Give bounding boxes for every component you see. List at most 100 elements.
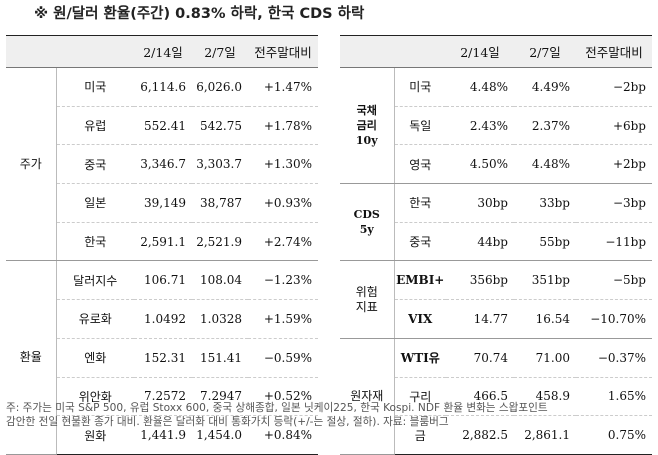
value-prev: 151.41 (192, 338, 248, 378)
value-prev: 33bp (514, 183, 576, 223)
row-label: 위안화 (56, 377, 134, 417)
table-row: 독일 2.43% 2.37% +6bp (340, 106, 652, 146)
group-label: 국채 금리 10y (340, 67, 395, 185)
page-title: ※ 원/달러 환율(주간) 0.83% 하락, 한국 CDS 하락 (34, 6, 365, 22)
table-row: 환율 달러지수 106.71 108.04 −1.23% (6, 260, 318, 455)
row-label: 독일 (394, 106, 446, 146)
value-chg: +1.47% (248, 67, 318, 107)
value-prev: 55bp (514, 222, 576, 262)
row-label: 한국 (56, 222, 134, 262)
table-row: 한국 2,591.1 2,521.9 +2.74% (6, 222, 318, 262)
value-prev: 3,303.7 (192, 144, 248, 185)
value-cur: 6,114.6 (134, 67, 192, 107)
row-label: 미국 (394, 67, 446, 107)
row-label: 유럽 (56, 106, 134, 146)
value-prev: 7.2947 (192, 377, 248, 417)
value-prev: 2,521.9 (192, 222, 248, 262)
group-label: 주가 (6, 67, 57, 262)
row-label: 중국 (56, 144, 134, 185)
value-cur: 152.31 (134, 338, 192, 378)
value-cur: 14.77 (446, 299, 514, 339)
group-label: CDS 5y (340, 183, 395, 262)
column-header: 전주말대비 (576, 35, 652, 68)
table-row: 구리 466.5 458.9 1.65% (340, 377, 652, 417)
table-row: 주가 미국 6,114.6 6,026.0 +1.47% (6, 67, 318, 262)
header-blank (394, 35, 446, 68)
header-blank (340, 35, 394, 68)
value-chg: −1.23% (248, 260, 318, 301)
row-label: 중국 (394, 222, 446, 262)
value-chg: +2.74% (248, 222, 318, 262)
value-cur: 4.48% (446, 67, 514, 107)
value-chg: −3bp (576, 183, 652, 223)
table-row: VIX 14.77 16.54 −10.70% (340, 299, 652, 339)
column-header: 2/7일 (514, 35, 576, 68)
right-table: 2/14일 2/7일 전주말대비 국채 금리 10y 미국 4.48% 4.49% −2bp 독… (340, 35, 652, 455)
value-prev: 1.0328 (192, 299, 248, 339)
value-chg: −11bp (576, 222, 652, 262)
row-label: 미국 (56, 67, 134, 107)
footnote: 주: 주가는 미국 S&P 500, 유럽 Stoxx 600, 중국 상해종합… (6, 401, 654, 429)
column-header: 2/7일 (192, 35, 248, 68)
value-chg: +0.52% (248, 377, 318, 417)
value-chg: +1.78% (248, 106, 318, 146)
left-table: 2/14일 2/7일 전주말대비 주가 미국 6,114.6 6,026.0 +1.47% 유럽… (6, 35, 318, 455)
value-chg: 1.65% (576, 377, 652, 417)
table-row: 유럽 552.41 542.75 +1.78% (6, 106, 318, 146)
header-blank (6, 35, 56, 68)
group-label: 원자재 (340, 338, 395, 455)
row-label: 달러지수 (56, 260, 134, 301)
value-prev: 6,026.0 (192, 67, 248, 107)
table-row: 일본 39,149 38,787 +0.93% (6, 183, 318, 223)
value-prev: 108.04 (192, 260, 248, 301)
footnote-line-2: 감안한 전일 현물환 종가 대비. 환율은 달러화 대비 통화가치 등락(+/-… (6, 416, 449, 428)
value-cur: 2.43% (446, 106, 514, 146)
table-row: 유로화 1.0492 1.0328 +1.59% (6, 299, 318, 339)
value-cur: 39,149 (134, 183, 192, 223)
table-row: 중국 44bp 55bp −11bp (340, 222, 652, 262)
value-prev: 4.48% (514, 144, 576, 185)
footnote-line-1: 주: 주가는 미국 S&P 500, 유럽 Stoxx 600, 중국 상해종합… (6, 402, 548, 414)
row-label: VIX (394, 299, 446, 339)
value-cur: 44bp (446, 222, 514, 262)
value-prev: 351bp (514, 260, 576, 301)
table-row: 엔화 152.31 151.41 −0.59% (6, 338, 318, 378)
row-label: 구리 (394, 377, 446, 417)
column-header: 전주말대비 (248, 35, 318, 68)
header-blank (56, 35, 134, 68)
value-chg: +1.30% (248, 144, 318, 185)
value-chg: +6bp (576, 106, 652, 146)
value-cur: 3,346.7 (134, 144, 192, 185)
table-row: CDS 5y 한국 30bp 33bp −3bp (340, 183, 652, 262)
table-row: 중국 3,346.7 3,303.7 +1.30% (6, 144, 318, 185)
row-label: EMBI+ (394, 260, 446, 301)
value-cur: 1.0492 (134, 299, 192, 339)
table-row: 국채 금리 10y 미국 4.48% 4.49% −2bp (340, 67, 652, 185)
value-prev: 38,787 (192, 183, 248, 223)
row-label: 유로화 (56, 299, 134, 339)
row-label: WTI유 (394, 338, 446, 378)
value-cur: 356bp (446, 260, 514, 301)
table-row: 위안화 7.2572 7.2947 +0.52% (6, 377, 318, 417)
value-prev: 71.00 (514, 338, 576, 378)
value-cur: 4.50% (446, 144, 514, 185)
row-label: 영국 (394, 144, 446, 185)
value-chg: −0.37% (576, 338, 652, 378)
table-row: 영국 4.50% 4.48% +2bp (340, 144, 652, 185)
value-cur: 7.2572 (134, 377, 192, 417)
value-prev: 458.9 (514, 377, 576, 417)
value-chg: −2bp (576, 67, 652, 107)
value-prev: 2.37% (514, 106, 576, 146)
value-prev: 16.54 (514, 299, 576, 339)
table-header-row: 2/14일 2/7일 전주말대비 (6, 35, 318, 68)
column-header: 2/14일 (446, 35, 514, 68)
value-chg: −10.70% (576, 299, 652, 339)
table-row: 원자재 WTI유 70.74 71.00 −0.37% (340, 338, 652, 455)
value-cur: 466.5 (446, 377, 514, 417)
column-header: 2/14일 (134, 35, 192, 68)
value-cur: 70.74 (446, 338, 514, 378)
value-cur: 2,591.1 (134, 222, 192, 262)
table-row: 위험 지표 EMBI+ 356bp 351bp −5bp (340, 260, 652, 339)
value-chg: −0.59% (248, 338, 318, 378)
group-label: 위험 지표 (340, 260, 395, 339)
